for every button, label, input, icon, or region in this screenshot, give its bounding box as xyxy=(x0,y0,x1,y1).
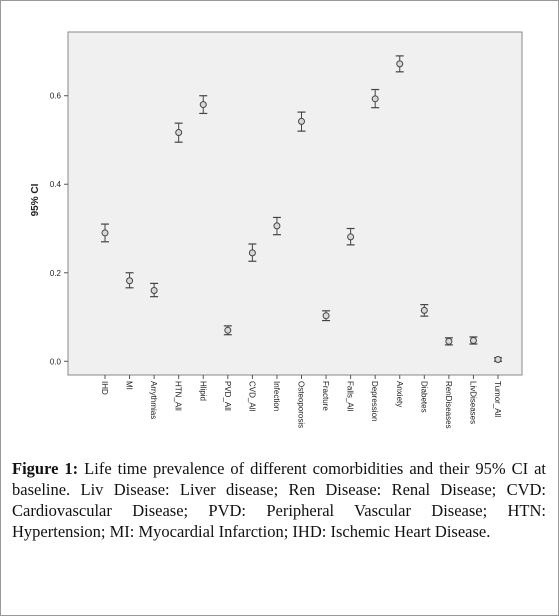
x-tick-label: Tumor_All xyxy=(493,381,502,417)
x-tick-label: LivDiseases xyxy=(468,381,477,424)
point xyxy=(224,326,232,334)
point xyxy=(273,222,281,230)
x-tick-label: Diabetes xyxy=(419,381,428,413)
caption: Figure 1: Life time prevalence of differ… xyxy=(12,458,546,542)
y-tick-label: 0.4 xyxy=(50,180,62,189)
x-tick-label: Hlipid xyxy=(198,381,207,401)
y-axis-title: 95% CI xyxy=(30,183,41,216)
point xyxy=(199,101,207,109)
x-tick-label: PVD_All xyxy=(223,381,232,411)
x-tick-label: Depression xyxy=(370,381,379,421)
point xyxy=(445,337,453,345)
x-tick-label: MI xyxy=(125,381,134,390)
x-tick-label: Infection xyxy=(272,381,281,411)
x-tick-label: Fracture xyxy=(321,381,330,411)
x-tick-label: HTN_All xyxy=(174,381,183,411)
point xyxy=(101,229,109,237)
point xyxy=(126,277,134,285)
point xyxy=(298,117,305,125)
x-tick-label: Falls_All xyxy=(346,381,355,411)
point xyxy=(347,233,355,241)
x-tick-label: CVD_All xyxy=(247,381,256,411)
point xyxy=(322,312,330,320)
x-tick-label: IHD xyxy=(100,381,109,395)
point xyxy=(248,249,256,257)
point xyxy=(150,286,158,294)
y-tick-label: 0.6 xyxy=(50,92,62,101)
x-tick-label: Anxiety xyxy=(395,381,404,407)
chart: 95% CI 0.0 0.2 0.4 0.6 IHD MI Arrythmias HTN_Al… xyxy=(30,31,523,429)
plot-area xyxy=(67,31,523,376)
y-tick-label: 0.0 xyxy=(50,357,62,366)
caption-label: Figure 1: xyxy=(12,459,79,478)
x-tick-label: Osteoporosis xyxy=(297,381,306,428)
point xyxy=(494,356,502,364)
y-tick-label: 0.2 xyxy=(50,269,62,278)
point xyxy=(175,128,183,136)
point xyxy=(396,60,404,68)
caption-text: Life time prevalence of different comorb… xyxy=(12,459,547,541)
point xyxy=(469,336,477,344)
x-tick-label: RenDiseases xyxy=(444,381,453,429)
x-tick-label: Arrythmias xyxy=(149,381,158,419)
point xyxy=(371,95,379,103)
point xyxy=(420,306,428,314)
